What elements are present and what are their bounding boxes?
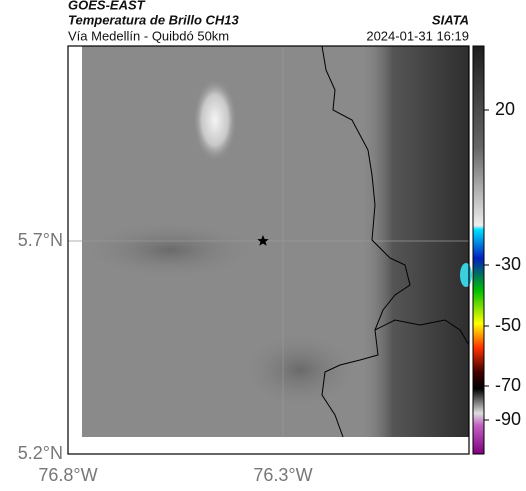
colorbar-label: -30 [495,254,521,274]
lat-label: 5.7°N [18,230,63,250]
title: GOES-EAST [68,0,146,12]
colorbar-ticks [484,109,489,421]
map-frame [67,45,470,455]
lat-label: 5.2°N [18,443,63,463]
source: SIATA [432,12,469,27]
satellite-image [68,45,472,438]
colorbar-label: -50 [495,315,521,335]
colorbar-label: 20 [495,99,515,119]
colorbar-label: -70 [495,375,521,395]
colorbar [472,45,485,455]
subtitle: Temperatura de Brillo CH13 [68,12,240,27]
location: Vía Medellín - Quibdó 50km [68,28,229,43]
colorbar-label: -90 [495,409,521,429]
lon-label: 76.3°W [253,465,312,485]
lon-label: 76.8°W [38,465,97,485]
timestamp: 2024-01-31 16:19 [366,28,469,43]
